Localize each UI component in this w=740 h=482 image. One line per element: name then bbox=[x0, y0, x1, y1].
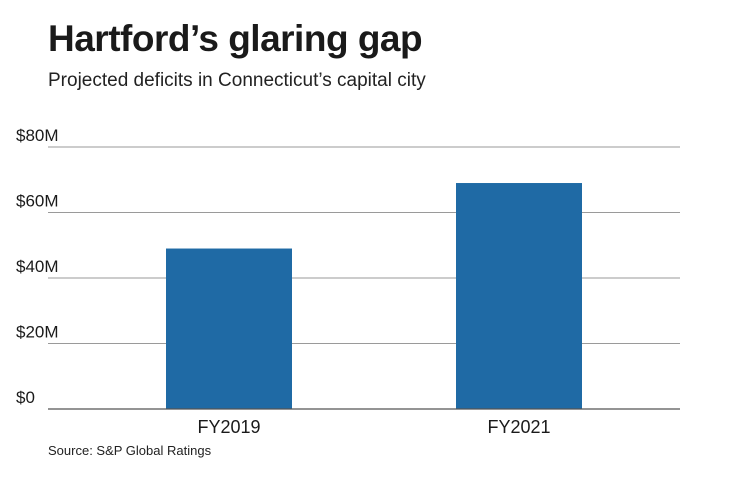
y-tick-label: $40M bbox=[16, 257, 59, 276]
y-tick-label: $0 bbox=[16, 388, 35, 407]
y-tick-label: $80M bbox=[16, 126, 59, 145]
bar-fy2019 bbox=[166, 248, 292, 409]
x-tick-label: FY2019 bbox=[197, 417, 260, 437]
x-tick-label: FY2021 bbox=[487, 417, 550, 437]
chart-title: Hartford’s glaring gap bbox=[48, 18, 423, 59]
y-tick-label: $60M bbox=[16, 192, 59, 211]
source-note: Source: S&P Global Ratings bbox=[48, 443, 212, 458]
y-tick-label: $20M bbox=[16, 323, 59, 342]
chart-subtitle: Projected deficits in Connecticut’s capi… bbox=[48, 70, 426, 91]
bar-fy2021 bbox=[456, 183, 582, 409]
